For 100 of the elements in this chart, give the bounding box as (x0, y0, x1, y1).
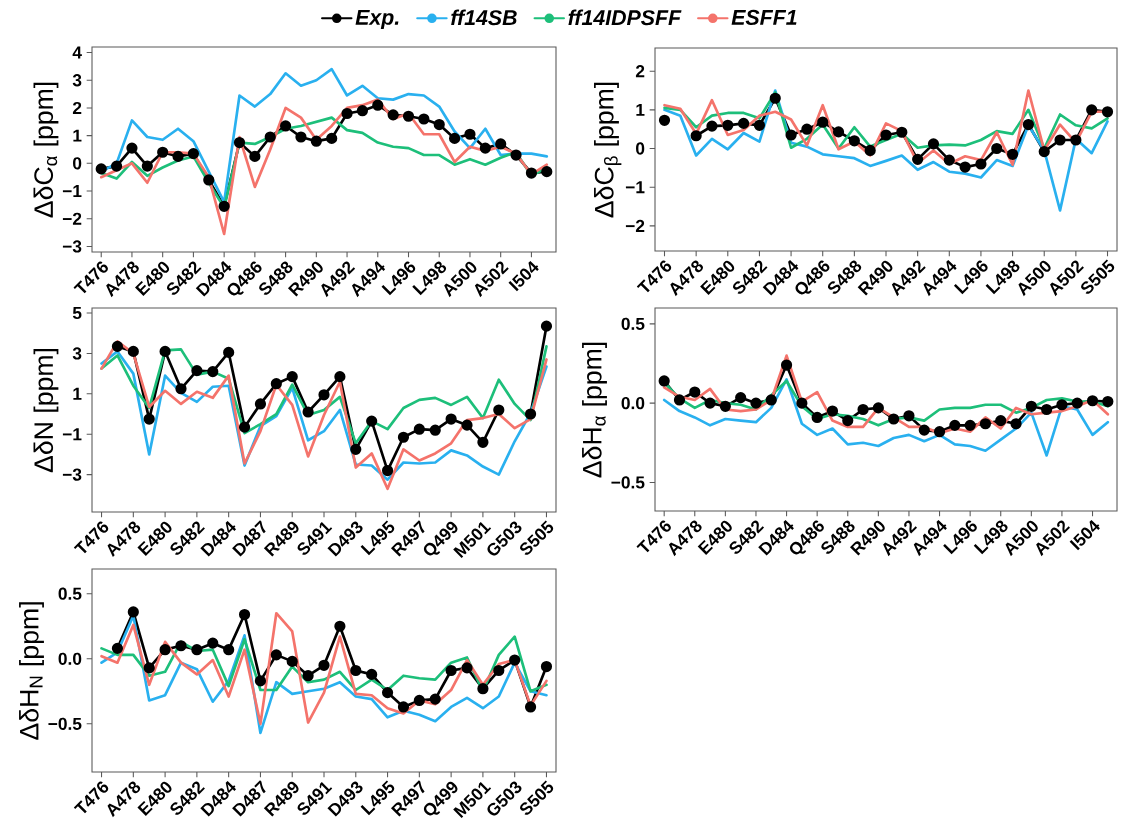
point (445, 664, 457, 677)
point (413, 694, 425, 707)
point (464, 128, 476, 140)
point (477, 436, 489, 448)
y-tick-label: 0.0 (621, 397, 645, 410)
y-tick-label: 5 (72, 306, 82, 320)
point (933, 426, 946, 438)
point (111, 340, 124, 352)
point (143, 413, 155, 425)
point (402, 110, 415, 122)
point (254, 398, 267, 410)
point (270, 649, 282, 661)
point (524, 408, 537, 420)
point (738, 117, 750, 129)
y-tick-label: 0.0 (58, 652, 82, 665)
point (991, 142, 1003, 155)
point (811, 411, 823, 424)
point (429, 424, 441, 436)
point (397, 431, 410, 443)
point (943, 154, 955, 166)
point (110, 160, 123, 172)
point (159, 644, 171, 656)
point (111, 642, 124, 654)
point (524, 701, 537, 713)
point (141, 160, 153, 172)
point (765, 394, 777, 406)
point (540, 660, 553, 673)
point (238, 608, 251, 621)
y-tick-label: 4 (72, 46, 82, 59)
y-tick-label: 0 (73, 157, 82, 170)
point (525, 167, 538, 179)
legend-label: ESFF1 (731, 9, 797, 25)
point (864, 144, 876, 157)
legend-label: ff14IDPSFF (568, 9, 682, 26)
point (689, 386, 701, 398)
point (510, 149, 522, 161)
point (366, 668, 378, 680)
y-tick-label: −2 (62, 212, 82, 225)
point (334, 371, 346, 383)
point (318, 659, 330, 671)
point (350, 443, 362, 455)
point (387, 109, 399, 121)
y-tick-label: 3 (72, 74, 82, 87)
point (896, 126, 908, 138)
y-tick-label: −1 (62, 185, 82, 197)
y-tick-label: 0.5 (621, 317, 645, 330)
point (704, 397, 716, 409)
point (658, 375, 670, 387)
point (949, 419, 961, 431)
point (888, 413, 900, 425)
point (302, 670, 314, 682)
legend-label: ff14SB (451, 9, 517, 26)
point (927, 138, 940, 150)
point (735, 391, 747, 404)
point (1022, 118, 1035, 131)
point (540, 320, 553, 332)
point (223, 346, 235, 359)
point (381, 464, 394, 477)
point (207, 366, 219, 378)
point (126, 142, 138, 154)
point (127, 606, 139, 618)
point (302, 406, 314, 418)
point (1054, 134, 1066, 146)
line-series (662, 378, 1110, 457)
point (397, 701, 410, 713)
point (295, 131, 307, 143)
y-tick-label: −3 (62, 240, 82, 253)
point (366, 415, 378, 427)
y-tick-label: −2 (625, 219, 645, 232)
point (753, 119, 766, 131)
point (1056, 399, 1068, 411)
point (143, 662, 155, 674)
point (918, 424, 930, 436)
point (1038, 146, 1050, 158)
point (372, 99, 384, 111)
y-axis-title: ΔδH$_{α}$ [ppm] (582, 342, 607, 478)
point (1071, 397, 1083, 409)
point (722, 119, 734, 131)
point (706, 120, 718, 132)
point (127, 345, 139, 358)
point (964, 419, 976, 431)
point (1102, 395, 1114, 408)
point (903, 410, 915, 422)
y-tick-label: 1 (73, 387, 82, 400)
point (175, 640, 187, 652)
point (218, 200, 230, 212)
point (175, 383, 187, 395)
y-tick-label: 1 (73, 129, 82, 142)
point (1025, 400, 1037, 412)
point (341, 107, 353, 120)
point (279, 120, 292, 132)
point (1086, 395, 1099, 407)
y-tick-label: −1 (625, 181, 645, 194)
point (233, 136, 246, 149)
point (310, 135, 322, 147)
y-axis-title: ΔδN [ppm] (33, 348, 59, 473)
point (461, 662, 473, 674)
y-tick-label: 2 (72, 101, 82, 114)
point (495, 138, 507, 150)
point (979, 418, 992, 430)
